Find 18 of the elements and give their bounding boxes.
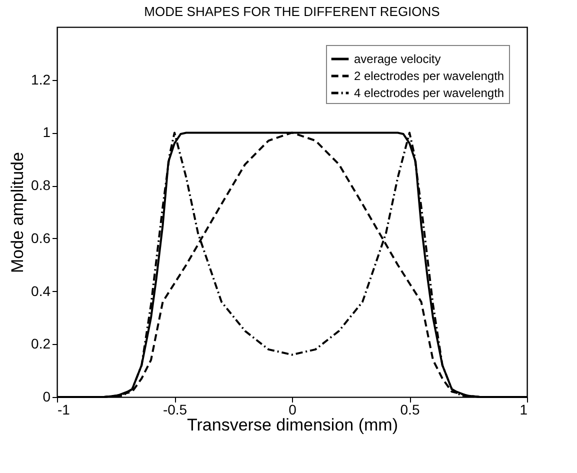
y-tick-label: 0.2 <box>31 336 51 352</box>
y-axis-title: Mode amplitude <box>8 152 28 273</box>
legend-label: 4 electrodes per wavelength <box>354 86 504 100</box>
y-tick-label: 1.2 <box>31 71 51 88</box>
x-tick-label: 0 <box>288 402 297 418</box>
x-tick-label: -1 <box>58 402 70 418</box>
x-tick-label: -0.5 <box>162 402 188 418</box>
legend-label: 2 electrodes per wavelength <box>354 69 504 83</box>
y-tick-label: 0 <box>42 388 51 404</box>
y-tick-label: 0.8 <box>31 177 51 194</box>
y-tick-label: 0.6 <box>31 230 51 246</box>
x-axis-title: Transverse dimension (mm) <box>187 416 398 434</box>
chart-title: MODE SHAPES FOR THE DIFFERENT REGIONS <box>144 4 440 19</box>
x-tick-label: 0.5 <box>400 402 420 418</box>
y-tick-label: 1 <box>42 124 51 140</box>
legend-label: average velocity <box>354 52 441 66</box>
x-tick-label: 1 <box>520 402 528 418</box>
y-tick-label: 0.4 <box>31 282 51 299</box>
